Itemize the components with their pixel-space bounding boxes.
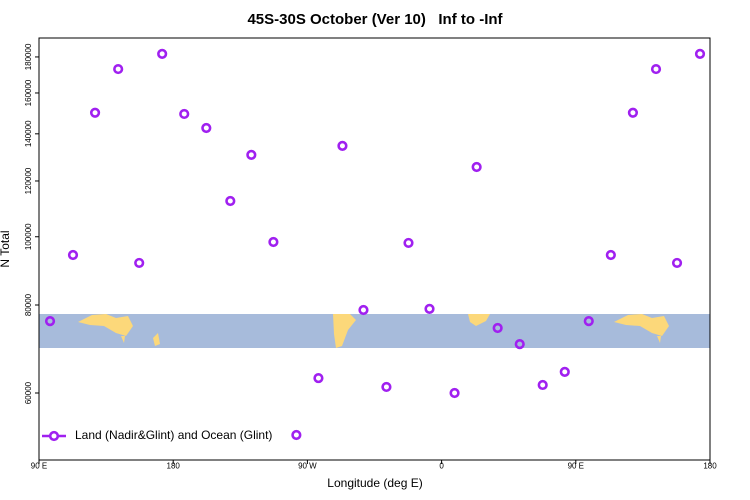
data-point <box>179 108 190 120</box>
data-point <box>650 63 662 75</box>
data-point <box>381 381 392 393</box>
data-point <box>337 140 348 151</box>
data-point <box>424 303 435 314</box>
chart-title: 45S-30S October (Ver 10) Inf to -Inf <box>247 11 503 28</box>
data-point <box>694 48 706 60</box>
legend-marker <box>48 430 60 442</box>
data-point <box>627 107 639 118</box>
data-point <box>268 236 279 248</box>
data-point <box>291 429 302 441</box>
data-point <box>605 249 616 261</box>
data-point <box>358 304 369 316</box>
data-point <box>157 48 168 60</box>
y-axis-label: N Total <box>0 230 12 267</box>
map-strip <box>39 314 710 348</box>
y-tick-label: 140000 <box>24 120 33 147</box>
y-tick-label: 60000 <box>24 381 33 404</box>
data-point <box>583 316 594 327</box>
data-point <box>313 372 324 384</box>
data-point <box>449 387 460 399</box>
data-point <box>514 339 525 350</box>
data-point <box>471 161 482 173</box>
y-tick-label: 180000 <box>24 43 33 70</box>
data-point <box>89 107 101 118</box>
x-tick-label: 90 E <box>568 462 584 471</box>
y-tick-label: 80000 <box>24 293 33 316</box>
y-tick-label: 120000 <box>24 167 33 194</box>
data-point <box>225 195 236 207</box>
data-point <box>246 149 257 160</box>
legend-label: Land (Nadir&Glint) and Ocean (Glint) <box>75 428 272 442</box>
data-point <box>67 249 79 261</box>
data-point <box>559 366 570 377</box>
x-axis-label: Longitude (deg E) <box>327 476 422 490</box>
x-tick-label: 180 <box>167 462 181 471</box>
x-tick-label: 90 W <box>298 462 317 471</box>
data-point <box>134 257 145 269</box>
y-tick-label: 160000 <box>24 79 33 106</box>
data-point <box>201 122 212 134</box>
x-tick-label: 90 E <box>31 462 47 471</box>
data-point <box>537 379 548 391</box>
data-point <box>403 237 414 249</box>
x-tick-label: 180 <box>703 462 717 471</box>
data-point <box>44 316 56 327</box>
y-tick-label: 100000 <box>24 223 33 250</box>
x-tick-label: 0 <box>439 462 444 471</box>
data-point <box>492 322 503 334</box>
plot-frame <box>38 37 711 461</box>
data-point <box>671 257 683 269</box>
data-point <box>113 63 124 75</box>
